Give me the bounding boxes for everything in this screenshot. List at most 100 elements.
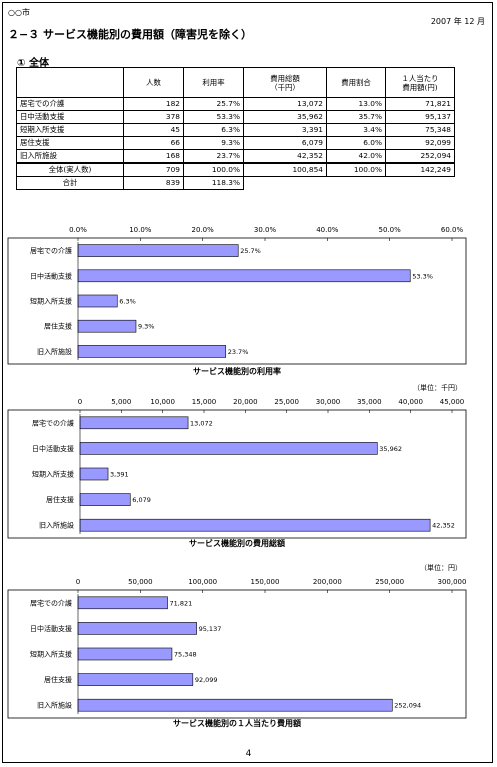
bar [77, 319, 137, 333]
tick-label: 40.0% [316, 226, 339, 234]
value-label: 6.3% [119, 298, 136, 306]
tick-label: 35,000 [357, 398, 382, 406]
tick-label: 40,000 [398, 398, 423, 406]
table-cell: 6.3% [183, 123, 244, 137]
value-label: 3,391 [110, 471, 129, 479]
bar [79, 493, 131, 506]
table-cell: 3,391 [243, 123, 327, 137]
table-cell: 142,249 [385, 162, 455, 177]
category-label: 居住支援 [46, 495, 74, 504]
table-cell: 53.3% [183, 110, 244, 124]
value-label: 35,962 [379, 445, 402, 453]
table-cell: 378 [123, 110, 184, 124]
page-number: 4 [245, 749, 252, 759]
value-label: 23.7% [228, 348, 249, 356]
header-cell: 費用総額 （千円） [243, 67, 327, 98]
value-label: 71,821 [170, 599, 193, 607]
tick-label: 200,000 [313, 578, 342, 586]
tick-label: 30,000 [316, 398, 341, 406]
table-row: 日中活動支援 378 53.3% 35,962 35.7% 95,137 [16, 110, 455, 124]
table-cell: 118.3% [183, 176, 244, 190]
per-person-cost-chart: 0 50,000 100,000 150,000 200,000 250,000 300,0… [7, 563, 467, 728]
table-cell: 839 [123, 176, 184, 190]
table-cell: 100.0% [326, 162, 386, 177]
value-label: 53.3% [412, 272, 433, 280]
plot-frame [7, 409, 467, 539]
category-label: 日中活動支援 [30, 624, 72, 633]
table-cell: 13.0% [326, 97, 386, 111]
value-label: 6,079 [132, 496, 151, 504]
value-label: 95,137 [199, 625, 222, 633]
city-name: ○○市 [8, 8, 30, 17]
row-label: 合計 [16, 176, 124, 190]
tick-label: 5,000 [111, 398, 131, 406]
table-header-row: 人数 利用率 費用総額 （千円） 費用割合 １人当たり 費用額(円) [16, 67, 455, 98]
table-cell: 71,821 [385, 97, 455, 111]
row-label: 旧入所施設 [16, 149, 124, 164]
category-label: 旧入所施設 [37, 347, 72, 356]
bar [77, 698, 393, 712]
table-cell: 35,962 [243, 110, 327, 124]
table-cell: 42.0% [326, 149, 386, 164]
table-cell: 3.4% [326, 123, 386, 137]
header-cell [16, 67, 124, 98]
bar [79, 467, 109, 481]
category-label: 日中活動支援 [32, 444, 74, 453]
category-label: 居住支援 [44, 675, 72, 684]
table-cell: 252,094 [385, 149, 455, 164]
category-label: 旧入所施設 [39, 521, 74, 530]
tick-label: 50.0% [379, 226, 402, 234]
value-label: 252,094 [394, 702, 421, 710]
row-label: 居住支援 [16, 136, 124, 150]
category-label: 旧入所施設 [37, 701, 72, 710]
bar [77, 244, 239, 257]
unit-label: （単位：円） [420, 563, 462, 572]
tick-label: 45,000 [440, 398, 465, 406]
tick-label: 0.0% [69, 226, 87, 234]
plot-frame [7, 589, 467, 719]
table-cell: 709 [123, 162, 184, 177]
tick-label: 10.0% [129, 226, 152, 234]
table-cell: 92,099 [385, 136, 455, 150]
tick-label: 0 [76, 578, 80, 586]
table-cell: 42,352 [243, 149, 327, 164]
tick-label: 25,000 [274, 398, 299, 406]
table-cell: 100,854 [243, 162, 327, 177]
table-cell: 13,072 [243, 97, 327, 111]
table-cell: 100.0% [183, 162, 244, 177]
total-cost-chart: 0 5,000 10,000 15,000 20,000 25,000 30,000 35,0… [7, 383, 467, 548]
table-cell: 182 [123, 97, 184, 111]
header-cell: １人当たり 費用額(円) [385, 67, 455, 98]
value-label: 92,099 [195, 676, 218, 684]
summary-table: 人数 利用率 費用総額 （千円） 費用割合 １人当たり 費用額(円) 居宅での介… [16, 67, 455, 190]
bar [77, 622, 197, 635]
table-cell: 6,079 [243, 136, 327, 150]
bar [77, 673, 194, 686]
tick-label: 150,000 [251, 578, 280, 586]
table-cell: 23.7% [183, 149, 244, 164]
report-date: 2007 年 12 月 [430, 17, 485, 26]
tick-label: 10,000 [150, 398, 175, 406]
table-cell: 45 [123, 123, 184, 137]
table-cell: 75,348 [385, 123, 455, 137]
unit-label: （単位：千円） [413, 383, 462, 392]
bar [77, 294, 118, 308]
header-cell: 人数 [123, 67, 184, 98]
value-label: 42,352 [432, 522, 455, 530]
value-label: 25.7% [240, 247, 261, 255]
tick-label: 30.0% [254, 226, 277, 234]
table-cell: 66 [123, 136, 184, 150]
category-label: 居宅での介護 [32, 418, 74, 427]
tick-label: 15,000 [192, 398, 217, 406]
row-label: 全体(実人数) [16, 162, 124, 177]
tick-label: 100,000 [188, 578, 217, 586]
bar [79, 442, 378, 455]
tick-label: 20,000 [233, 398, 258, 406]
category-label: 居宅での介護 [30, 598, 72, 607]
tick-label: 20.0% [192, 226, 215, 234]
table-cell: 25.7% [183, 97, 244, 111]
bar [77, 596, 168, 610]
category-label: 短期入所支援 [30, 650, 72, 659]
category-label: 日中活動支援 [30, 271, 72, 280]
